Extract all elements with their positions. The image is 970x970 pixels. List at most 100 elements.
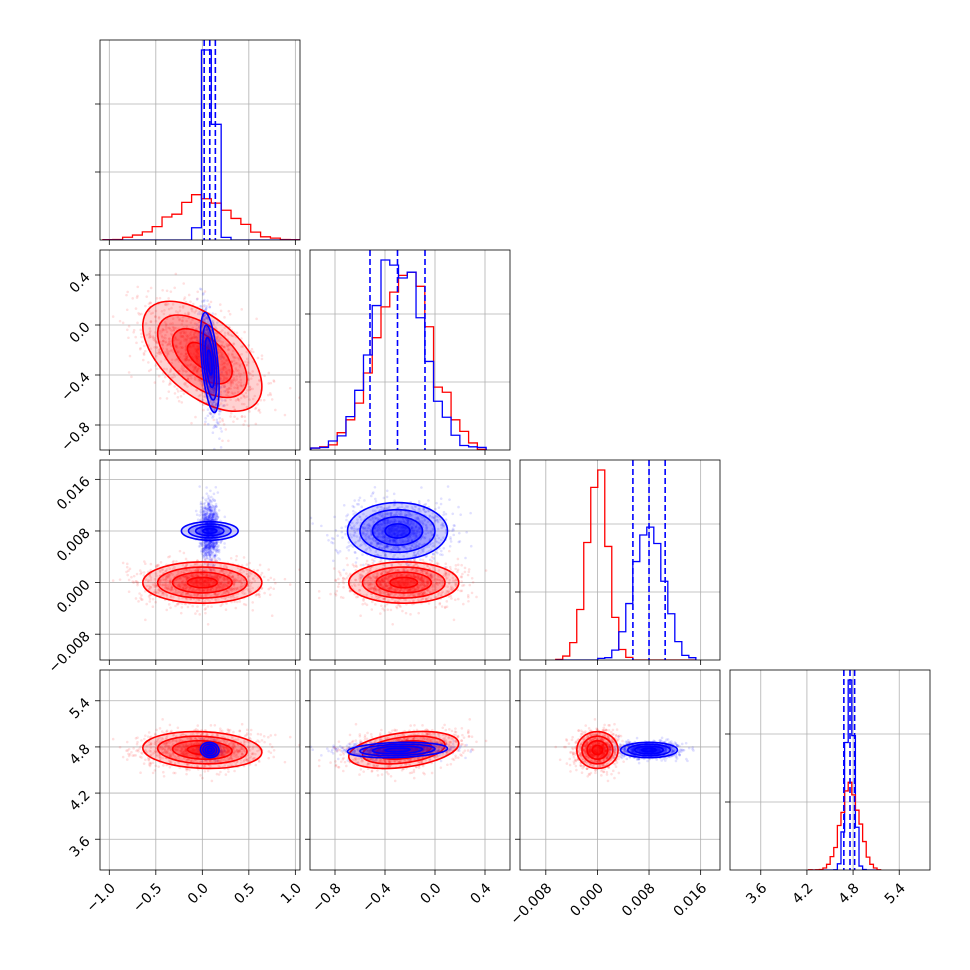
scatter-point bbox=[196, 592, 200, 596]
scatter-point bbox=[185, 356, 188, 360]
scatter-point bbox=[252, 568, 256, 572]
scatter-point bbox=[209, 412, 212, 415]
scatter-point bbox=[178, 576, 182, 580]
scatter-point bbox=[165, 397, 169, 400]
scatter-point bbox=[157, 588, 160, 592]
scatter-point bbox=[232, 342, 236, 346]
scatter-point bbox=[209, 552, 213, 556]
scatter-point bbox=[199, 577, 203, 581]
scatter-point bbox=[127, 324, 131, 328]
scatter-point bbox=[211, 586, 215, 590]
scatter-point bbox=[174, 578, 178, 582]
scatter-point bbox=[197, 326, 201, 329]
scatter-point bbox=[208, 363, 212, 366]
scatter-point bbox=[208, 558, 212, 562]
scatter-point bbox=[216, 550, 220, 553]
scatter-point bbox=[208, 568, 212, 571]
scatter-point bbox=[209, 542, 212, 546]
scatter-point bbox=[182, 282, 186, 285]
scatter-point bbox=[207, 583, 211, 587]
scatter-point bbox=[186, 575, 189, 579]
scatter-point bbox=[219, 586, 222, 590]
scatter-point bbox=[149, 320, 153, 323]
scatter-point bbox=[219, 582, 223, 585]
scatter-point bbox=[225, 372, 229, 375]
scatter-point bbox=[206, 529, 210, 533]
scatter-point bbox=[213, 544, 216, 547]
scatter-point bbox=[211, 388, 214, 392]
scatter-point bbox=[235, 369, 238, 372]
scatter-point bbox=[201, 398, 205, 402]
scatter-point bbox=[208, 544, 211, 548]
scatter-point bbox=[207, 515, 211, 518]
scatter-point bbox=[209, 509, 213, 513]
scatter-point bbox=[240, 415, 244, 419]
scatter-point bbox=[229, 381, 233, 385]
scatter-point bbox=[211, 564, 215, 567]
scatter-point bbox=[225, 583, 228, 586]
scatter-point bbox=[196, 357, 199, 361]
scatter-point bbox=[207, 501, 210, 505]
scatter-point bbox=[165, 579, 168, 582]
scatter-point bbox=[237, 399, 241, 402]
scatter-point bbox=[242, 383, 246, 387]
scatter-point bbox=[211, 388, 214, 392]
scatter-point bbox=[194, 348, 198, 352]
scatter-point bbox=[158, 580, 162, 583]
scatter-point bbox=[208, 388, 212, 391]
scatter-point bbox=[205, 545, 208, 548]
scatter-point bbox=[231, 392, 235, 396]
scatter-point bbox=[213, 516, 216, 520]
scatter-point bbox=[209, 550, 213, 553]
scatter-point bbox=[198, 544, 202, 548]
scatter-point bbox=[215, 575, 218, 578]
scatter-point bbox=[127, 578, 131, 582]
scatter-point bbox=[209, 544, 212, 548]
scatter-point bbox=[152, 591, 156, 594]
scatter-point bbox=[138, 569, 142, 572]
scatter-point bbox=[215, 403, 218, 406]
scatter-point bbox=[189, 345, 193, 349]
scatter-point bbox=[156, 351, 159, 355]
scatter-point bbox=[220, 370, 224, 374]
scatter-point bbox=[186, 378, 190, 381]
scatter-point bbox=[201, 513, 205, 517]
scatter-point bbox=[204, 611, 207, 615]
scatter-point bbox=[274, 581, 277, 585]
scatter-point bbox=[203, 506, 207, 509]
scatter-point bbox=[218, 582, 222, 585]
scatter-point bbox=[260, 357, 264, 361]
scatter-point bbox=[221, 379, 224, 383]
scatter-point bbox=[232, 355, 235, 359]
scatter-point bbox=[198, 362, 202, 366]
scatter-point bbox=[221, 577, 225, 580]
scatter-point bbox=[155, 565, 158, 569]
scatter-point bbox=[220, 385, 223, 389]
scatter-point bbox=[185, 577, 188, 580]
scatter-point bbox=[210, 402, 213, 406]
scatter-point bbox=[267, 568, 271, 571]
scatter-point bbox=[227, 333, 231, 336]
scatter-point bbox=[161, 342, 164, 346]
scatter-point bbox=[208, 553, 211, 557]
scatter-point bbox=[214, 505, 218, 508]
scatter-point bbox=[256, 568, 259, 572]
scatter-point bbox=[213, 554, 217, 558]
scatter-point bbox=[213, 556, 217, 560]
scatter-point bbox=[191, 604, 194, 608]
scatter-point bbox=[270, 398, 274, 401]
scatter-point bbox=[240, 568, 244, 571]
scatter-point bbox=[209, 518, 213, 522]
scatter-point bbox=[184, 370, 188, 374]
scatter-point bbox=[206, 408, 210, 411]
scatter-point bbox=[207, 558, 210, 561]
scatter-point bbox=[215, 559, 218, 563]
scatter-point bbox=[220, 353, 224, 357]
scatter-point bbox=[204, 574, 208, 578]
scatter-point bbox=[222, 578, 226, 582]
scatter-point bbox=[176, 390, 180, 393]
scatter-point bbox=[206, 547, 210, 550]
scatter-point bbox=[154, 354, 158, 358]
scatter-point bbox=[269, 576, 273, 580]
scatter-point bbox=[206, 516, 209, 519]
